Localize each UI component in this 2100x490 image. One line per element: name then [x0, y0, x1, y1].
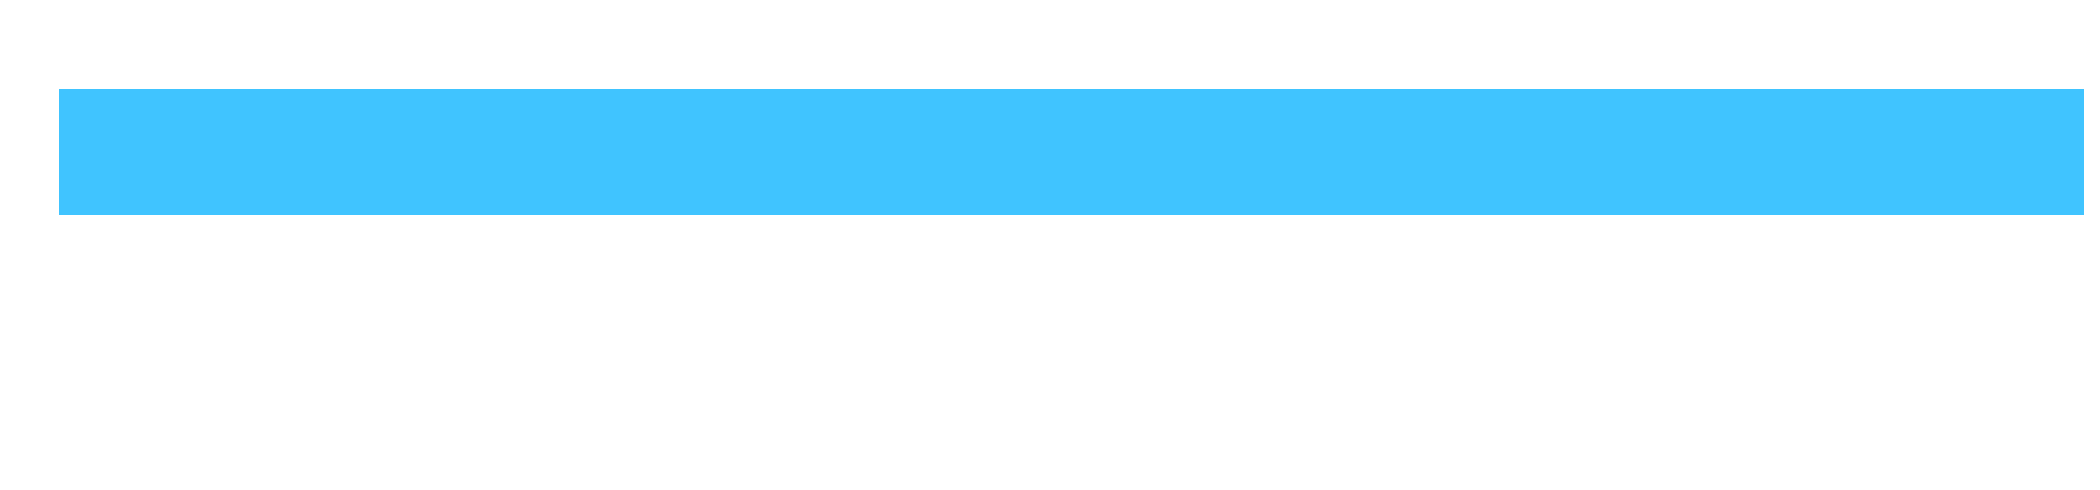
blue-banner [59, 89, 2084, 215]
